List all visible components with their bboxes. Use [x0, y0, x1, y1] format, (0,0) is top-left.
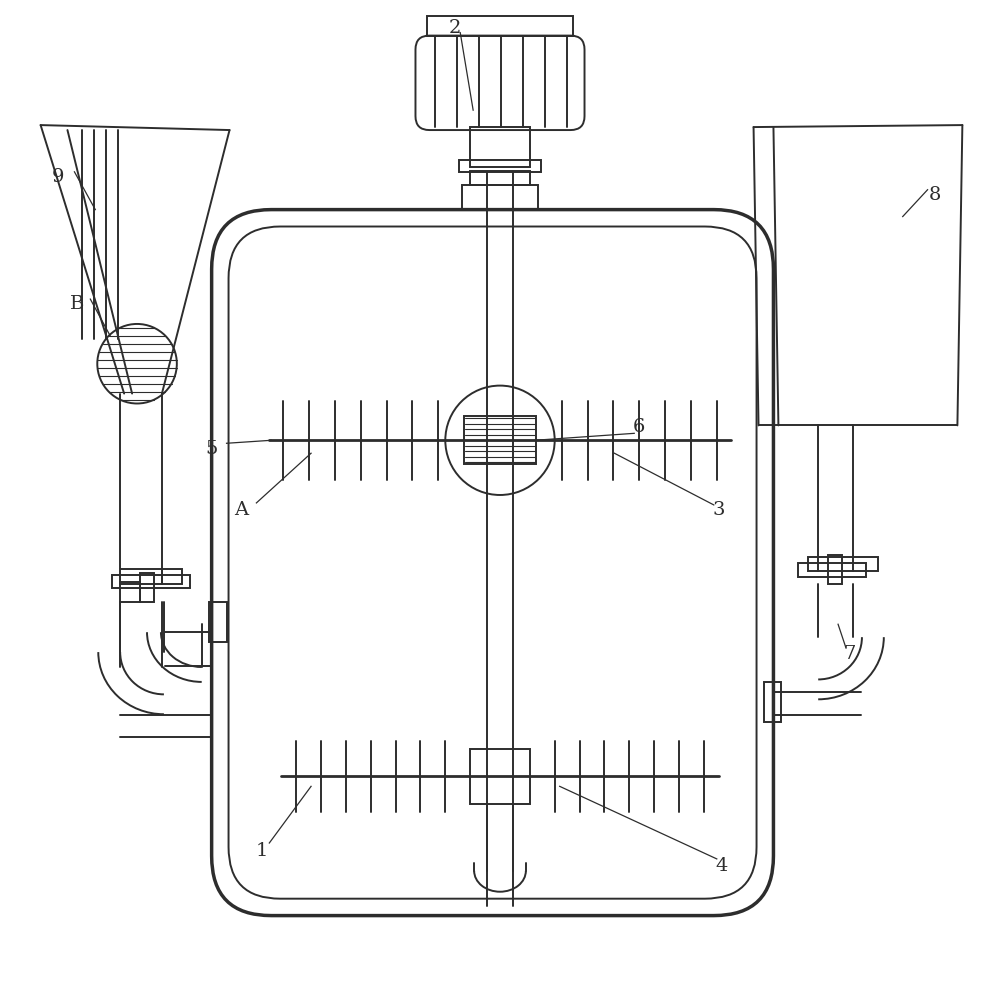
Text: 3: 3 — [713, 501, 725, 519]
Bar — [209, 603, 227, 642]
Bar — [120, 583, 140, 603]
Bar — [140, 572, 154, 603]
Bar — [470, 171, 530, 185]
Bar — [464, 417, 536, 464]
Text: 1: 1 — [255, 842, 268, 860]
Bar — [470, 748, 530, 804]
Bar — [798, 562, 866, 576]
Text: 2: 2 — [449, 19, 461, 36]
Text: 6: 6 — [633, 419, 645, 436]
Bar — [808, 556, 878, 570]
Text: 8: 8 — [928, 186, 941, 203]
Text: B: B — [70, 295, 85, 313]
Text: 4: 4 — [716, 857, 728, 875]
Text: 7: 7 — [844, 645, 856, 664]
Bar — [112, 574, 190, 589]
Bar — [427, 16, 573, 35]
Text: A: A — [234, 501, 249, 519]
Bar — [764, 682, 781, 722]
Bar — [162, 568, 182, 585]
Text: 5: 5 — [205, 440, 218, 458]
Bar — [470, 127, 530, 167]
Bar — [828, 554, 842, 585]
Bar — [459, 160, 541, 172]
Bar — [462, 185, 538, 209]
Bar — [120, 568, 162, 585]
Text: 9: 9 — [51, 168, 64, 186]
